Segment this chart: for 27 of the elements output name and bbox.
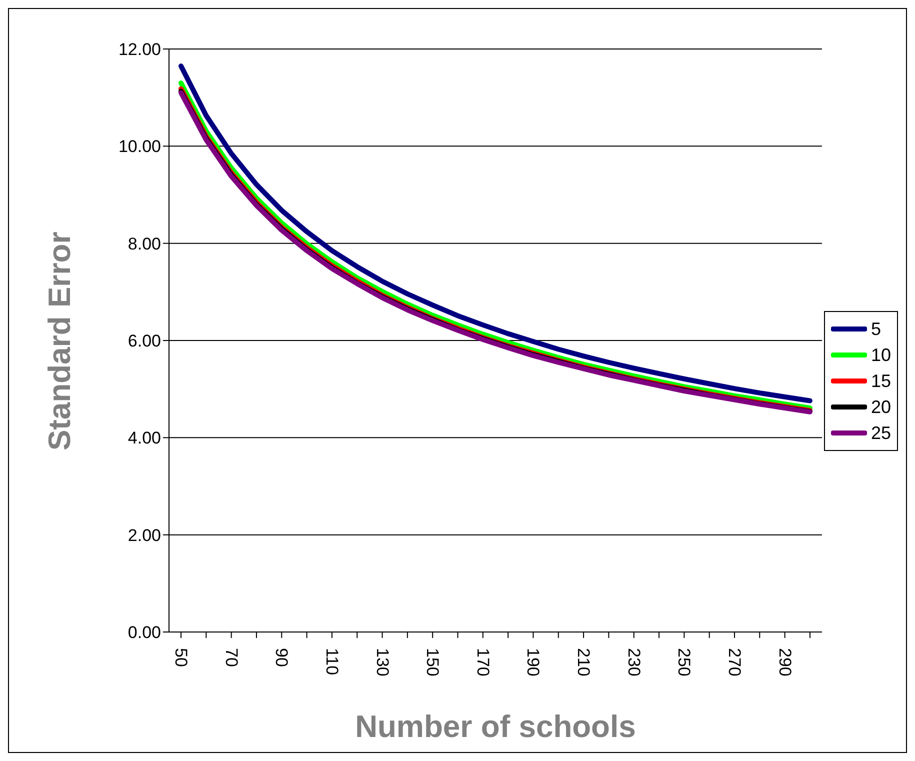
x-tick-label: 90 <box>272 648 292 667</box>
legend-label: 5 <box>870 318 881 340</box>
x-tick-label: 210 <box>574 648 594 676</box>
y-tick-label: 12.00 <box>118 40 161 60</box>
legend-label: 20 <box>870 396 891 418</box>
x-tick-label: 230 <box>624 648 644 676</box>
y-tick-label: 8.00 <box>128 234 161 254</box>
y-tick-label: 4.00 <box>128 428 161 448</box>
x-tick-label: 150 <box>423 648 442 676</box>
x-tick-label: 170 <box>473 648 492 676</box>
legend-label: 15 <box>870 370 891 392</box>
x-tick-label: 130 <box>372 648 392 676</box>
x-tick-label: 190 <box>524 648 543 676</box>
x-tick-label: 270 <box>724 648 744 676</box>
y-tick-label: 2.00 <box>128 526 161 545</box>
x-tick-label: 110 <box>322 648 342 676</box>
x-tick-label: 50 <box>172 648 190 667</box>
y-tick-label: 10.00 <box>118 137 161 156</box>
y-axis-title: Standard Error <box>42 232 78 450</box>
y-tick-label: 0.00 <box>128 623 161 642</box>
y-tick-label: 6.00 <box>128 332 161 351</box>
x-axis-title: Number of schools <box>355 709 636 744</box>
legend-label: 25 <box>870 422 891 444</box>
x-tick-label: 290 <box>775 648 794 676</box>
x-tick-label: 250 <box>674 648 694 676</box>
legend-label: 10 <box>870 344 891 366</box>
x-tick-label: 70 <box>222 648 241 667</box>
